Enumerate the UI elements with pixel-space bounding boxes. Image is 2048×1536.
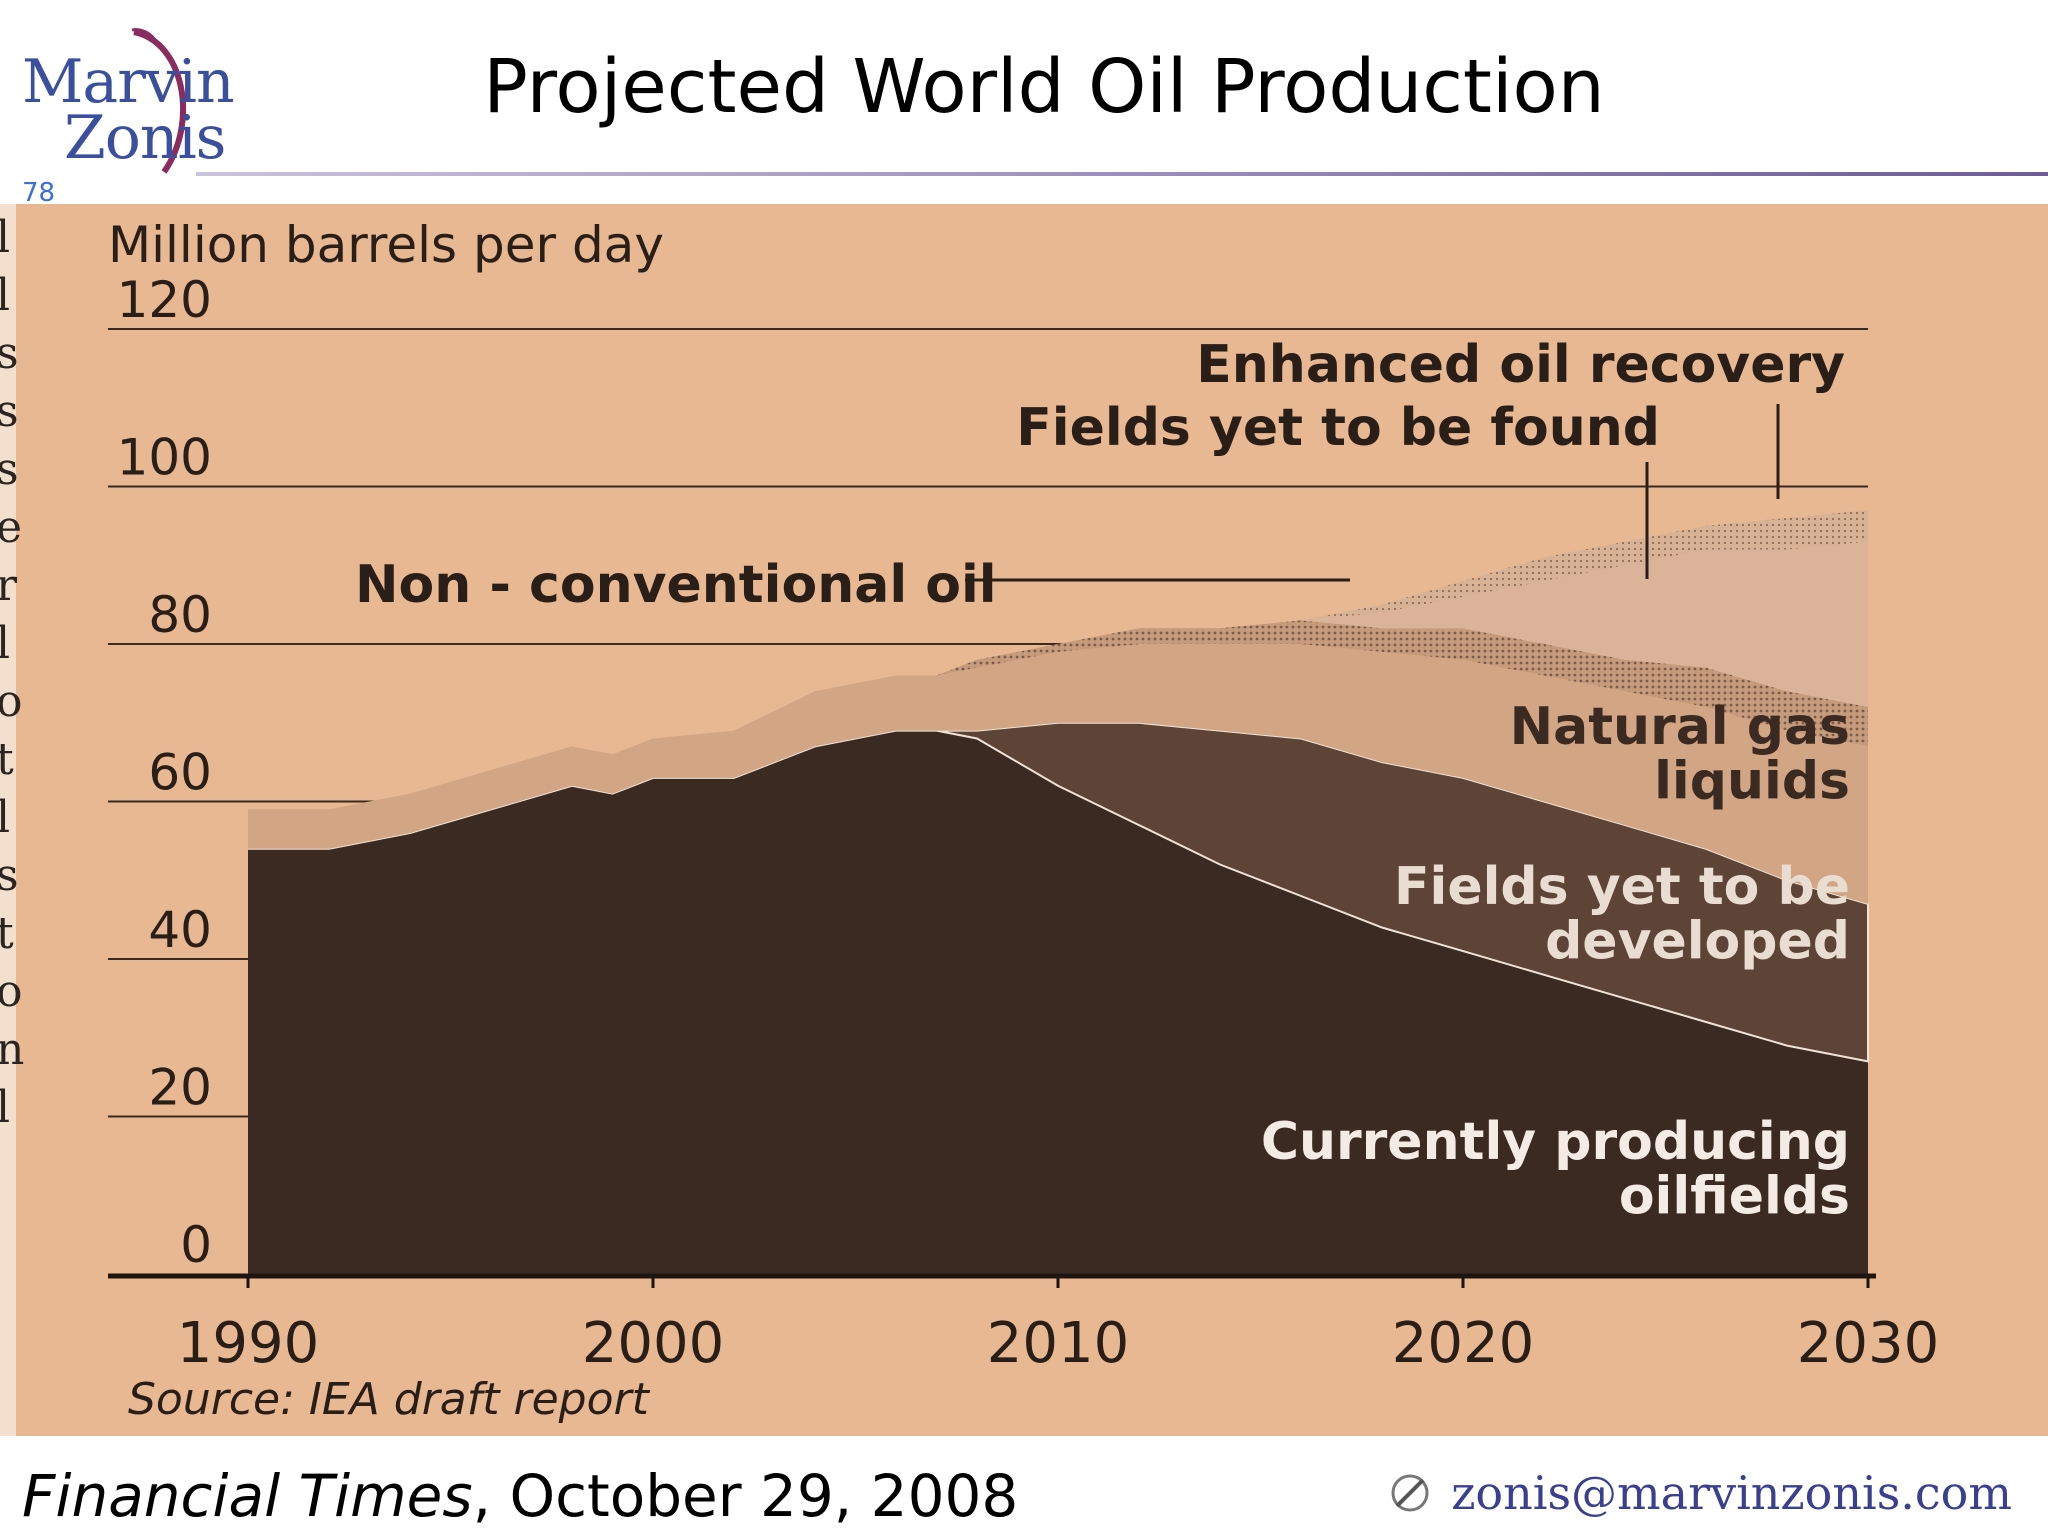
cropped-text-glyph: n [0, 1024, 25, 1075]
chart-area: Currently producing oilfields Fields yet t… [0, 204, 2048, 1436]
label-enhanced-oil-recovery: Enhanced oil recovery [1196, 335, 1845, 395]
footer-source-publication: Financial Times [22, 1462, 473, 1530]
pen-swoosh-icon [1391, 1474, 1429, 1512]
footer-email[interactable]: zonis@marvinzonis.com [1391, 1466, 2012, 1520]
cropped-text-glyph: r [0, 560, 18, 611]
cropped-text-glyph: t [0, 734, 14, 785]
logo-swoosh-icon [131, 28, 187, 174]
label-fields-yet-to-be-found: Fields yet to be found [1016, 398, 1660, 458]
footer-source-date: , October 29, 2008 [472, 1462, 1019, 1530]
area-fields-yet-found [248, 541, 1868, 810]
cropped-text-glyph: l [0, 212, 11, 263]
cropped-text-glyph: l [0, 1082, 11, 1133]
cropped-text-glyph: s [0, 444, 19, 495]
title-divider [196, 172, 2048, 176]
cropped-text-glyph: e [0, 502, 23, 553]
y-tick-label-120: 120 [117, 271, 212, 329]
label-fields-yet-developed: Fields yet to be developed [1394, 857, 1850, 972]
cropped-text-glyph: s [0, 850, 19, 901]
cropped-text-glyph: s [0, 328, 19, 379]
label-non-conventional-oil: Non - conventional oil [355, 555, 997, 615]
x-tick-label-2030: 2030 [1797, 1311, 1940, 1376]
x-tick-label-2000: 2000 [582, 1311, 725, 1376]
y-tick-label-20: 20 [148, 1059, 212, 1117]
footer-source: Financial Times, October 29, 2008 [22, 1462, 1018, 1530]
oil-production-chart: Currently producing oilfields Fields yet t… [108, 216, 1940, 1425]
x-tick-label-2020: 2020 [1392, 1311, 1535, 1376]
x-tick-label-1990: 1990 [177, 1311, 320, 1376]
x-tick-label-2010: 2010 [987, 1311, 1130, 1376]
slide-title: Projected World Oil Production [483, 44, 1605, 130]
cropped-text-glyph: o [0, 676, 23, 727]
area-enhanced-oil-recovery [248, 510, 1868, 810]
slide-number: 78 [22, 180, 56, 202]
label-natural-gas-liquids: Natural gas liquids [1510, 697, 1850, 812]
cropped-text-glyph: l [0, 270, 11, 321]
marvin-zonis-logo: Marvin Zonis [14, 12, 254, 182]
label-currently-producing: Currently producing oilfields [1261, 1112, 1850, 1227]
cropped-text-glyph: l [0, 792, 11, 843]
footer-email-text[interactable]: zonis@marvinzonis.com [1451, 1466, 2012, 1520]
cropped-text-glyph: s [0, 386, 19, 437]
y-axis-unit-label: Million barrels per day [108, 216, 664, 274]
y-tick-label-40: 40 [148, 901, 212, 959]
cropped-text-glyph: o [0, 966, 23, 1017]
y-tick-label-0: 0 [180, 1216, 212, 1274]
area-natural-gas-liquids [248, 644, 1868, 904]
area-currently-producing [248, 730, 1868, 1274]
y-tick-label-60: 60 [148, 744, 212, 802]
cropped-text-glyph: l [0, 618, 11, 669]
logo-line-1: Marvin [22, 47, 235, 117]
y-tick-label-80: 80 [148, 586, 212, 644]
y-tick-label-100: 100 [117, 429, 212, 487]
logo-line-2: Zonis [64, 103, 226, 173]
cropped-text-glyph: t [0, 908, 14, 959]
chart-source-note: Source: IEA draft report [128, 1374, 651, 1425]
